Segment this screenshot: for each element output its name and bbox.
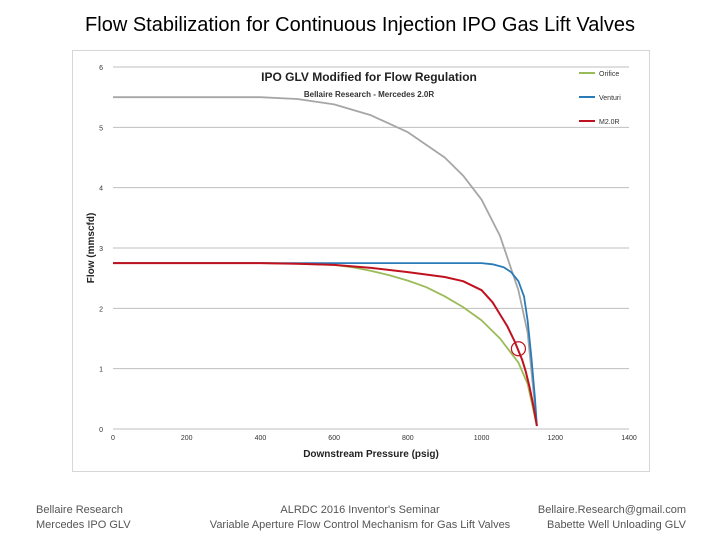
chart-subtitle: Bellaire Research - Mercedes 2.0R [304,90,435,99]
slide-title: Flow Stabilization for Continuous Inject… [85,14,635,36]
y-tick-label: 5 [99,125,103,132]
y-tick-label: 4 [99,186,103,193]
footer-left-line-1: Bellaire Research [36,504,123,516]
x-tick-label: 1400 [621,435,637,442]
chart-frame: 0 1 2 3 4 5 6 0 200 400 600 800 1000 1200 1400 IPO GLV … [72,50,650,472]
footer-center-line-1: ALRDC 2016 Inventor's Seminar [280,504,440,516]
legend-label: Orifice [599,71,619,78]
series-line-venturi [113,262,538,427]
series-line-unlabeled [113,96,538,427]
series-line-orifice [113,262,538,427]
chart-svg: 0 1 2 3 4 5 6 0 200 400 600 800 1000 1200 1400 IPO GLV … [86,65,637,460]
x-tick-label: 1200 [547,435,563,442]
footer-left: Bellaire Research Mercedes IPO GLV [36,503,131,533]
x-tick-label: 200 [181,435,193,442]
footer-left-line-2: Mercedes IPO GLV [36,519,131,531]
legend-label: M2.0R [599,119,620,126]
footer-right-line-1: Bellaire.Research@gmail.com [537,504,686,516]
y-tick-label: 6 [99,65,103,72]
x-axis-label: Downstream Pressure (psig) [303,449,439,460]
footer-center-line-2: Variable Aperture Flow Control Mechanism… [209,519,511,531]
footer-right-line-2: Babette Well Unloading GLV [546,519,686,531]
series-line-m2-0r [113,262,538,427]
y-tick-label: 1 [99,367,103,374]
chart-title: IPO GLV Modified for Flow Regulation [261,70,477,84]
y-tick-label: 2 [99,306,103,313]
y-tick-label: 3 [99,246,103,253]
x-tick-label: 600 [328,435,340,442]
x-tick-label: 800 [402,435,414,442]
y-tick-label: 0 [99,427,103,434]
y-axis-label: Flow (mmscfd) [86,213,97,284]
x-tick-label: 1000 [474,435,490,442]
annotation-circle [510,341,527,357]
x-tick-label: 0 [111,435,115,442]
footer-center: ALRDC 2016 Inventor's Seminar Variable A… [200,503,520,533]
legend-label: Venturi [599,95,621,102]
x-tick-label: 400 [255,435,267,442]
footer-right: Bellaire.Research@gmail.com Babette Well… [538,503,686,533]
